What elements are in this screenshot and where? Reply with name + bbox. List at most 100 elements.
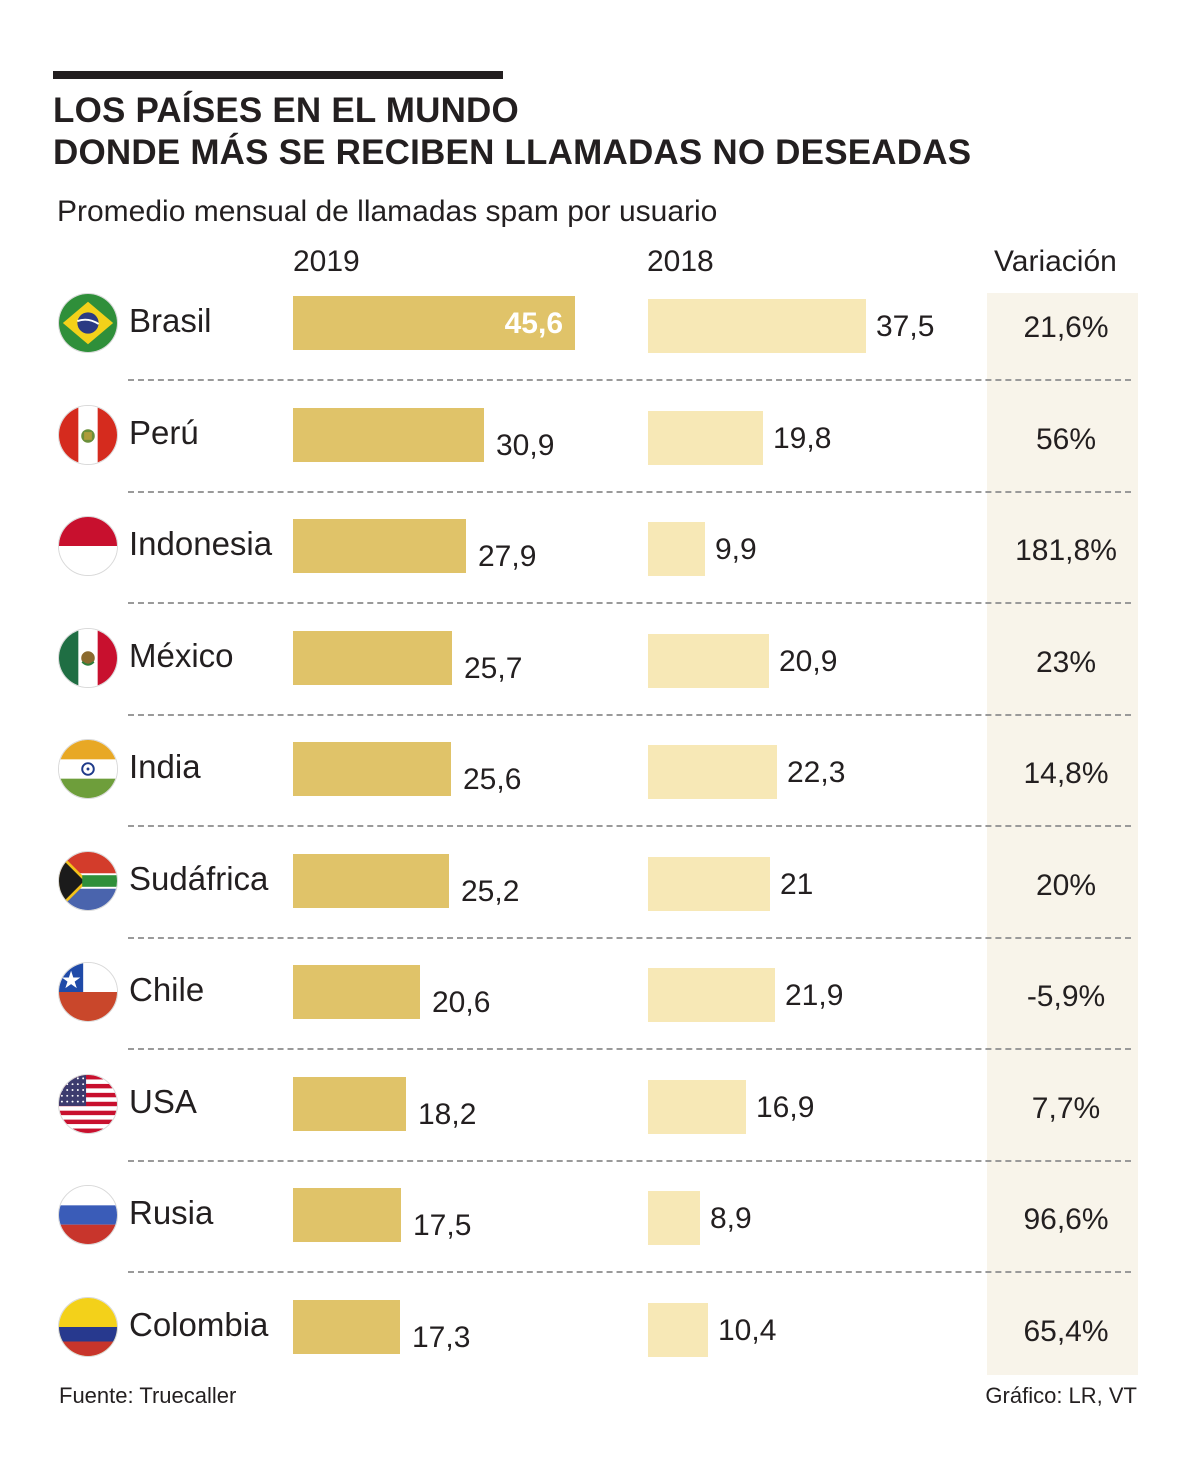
value-label-2018: 20,9 (779, 645, 838, 678)
usa-flag-icon (58, 1074, 118, 1134)
country-row: Sudáfrica 25,2 21 20% (0, 851, 1200, 962)
russia-flag-icon (58, 1185, 118, 1245)
value-label-2018: 10,4 (718, 1314, 777, 1347)
chart-subtitle: Promedio mensual de llamadas spam por us… (57, 195, 718, 228)
variation-value: -5,9% (1026, 980, 1106, 1013)
country-name: Perú (129, 414, 199, 451)
value-label-2019: 25,2 (461, 875, 520, 908)
country-row: Perú 30,9 19,8 56% (0, 405, 1200, 516)
bar-2019 (293, 1188, 401, 1242)
bar-2019 (293, 965, 420, 1019)
variation-value: 20% (1035, 869, 1097, 902)
bar-2018 (648, 522, 705, 576)
variation-value: 21,6% (1023, 311, 1109, 344)
bar-2018 (648, 634, 769, 688)
title-rule (53, 71, 503, 79)
value-label-2018: 16,9 (756, 1091, 815, 1124)
title-line-2: DONDE MÁS SE RECIBEN LLAMADAS NO DESEADA… (53, 133, 972, 172)
bar-2018 (648, 745, 777, 799)
country-row: Colombia 17,3 10,4 65,4% (0, 1297, 1200, 1408)
row-separator (128, 1271, 1131, 1273)
variation-value: 7,7% (1031, 1092, 1101, 1125)
country-name: Indonesia (129, 525, 273, 562)
mexico-flag-icon (58, 628, 118, 688)
variation-value: 181,8% (1015, 534, 1117, 567)
value-label-2019: 17,3 (412, 1321, 471, 1354)
value-label-2019: 18,2 (418, 1098, 477, 1131)
country-row: USA 18,2 16,9 7,7% (0, 1074, 1200, 1185)
value-label-2019: 30,9 (496, 429, 555, 462)
bar-2019 (293, 408, 484, 462)
value-label-2019: 27,9 (478, 540, 537, 573)
variation-value: 14,8% (1023, 757, 1109, 790)
row-separator (128, 825, 1131, 827)
chart-title: LOS PAÍSES EN EL MUNDO DONDE MÁS SE RECI… (53, 90, 971, 174)
column-header-2019: 2019 (293, 245, 360, 278)
row-separator (128, 937, 1131, 939)
value-label-2019: 45,6 (504, 307, 563, 340)
value-label-2018: 22,3 (787, 756, 846, 789)
row-separator (128, 1160, 1131, 1162)
colombia-flag-icon (58, 1297, 118, 1357)
column-header-2018: 2018 (647, 245, 714, 278)
bar-2019 (293, 742, 451, 796)
bar-2019 (293, 1077, 406, 1131)
brazil-flag-icon (58, 293, 118, 353)
row-separator (128, 714, 1131, 716)
row-separator (128, 379, 1131, 381)
bar-2019 (293, 1300, 400, 1354)
country-row: México 25,7 20,9 23% (0, 628, 1200, 739)
bar-2019 (293, 296, 575, 350)
country-name: India (129, 748, 201, 785)
india-flag-icon (58, 739, 118, 799)
country-name: México (129, 637, 234, 674)
country-row: Brasil 45,6 37,5 21,6% (0, 293, 1200, 404)
chile-flag-icon (58, 962, 118, 1022)
value-label-2018: 19,8 (773, 422, 832, 455)
variation-value: 96,6% (1023, 1203, 1109, 1236)
value-label-2018: 21,9 (785, 979, 844, 1012)
variation-value: 65,4% (1023, 1315, 1109, 1348)
graphic-credit: Gráfico: LR, VT (985, 1383, 1137, 1408)
bar-2018 (648, 299, 866, 353)
value-label-2018: 37,5 (876, 310, 935, 343)
bar-2018 (648, 968, 775, 1022)
bar-2019 (293, 631, 452, 685)
variation-value: 56% (1035, 423, 1097, 456)
country-row: India 25,6 22,3 14,8% (0, 739, 1200, 850)
south-africa-flag-icon (58, 851, 118, 911)
bar-2018 (648, 1191, 700, 1245)
value-label-2018: 8,9 (710, 1202, 752, 1235)
value-label-2019: 17,5 (413, 1209, 472, 1242)
country-row: Rusia 17,5 8,9 96,6% (0, 1185, 1200, 1296)
bar-2018 (648, 411, 763, 465)
country-row: Indonesia 27,9 9,9 181,8% (0, 516, 1200, 627)
row-separator (128, 1048, 1131, 1050)
bar-2018 (648, 857, 770, 911)
value-label-2019: 25,7 (464, 652, 523, 685)
bar-2018 (648, 1080, 746, 1134)
country-name: Sudáfrica (129, 860, 269, 897)
bar-2019 (293, 519, 466, 573)
value-label-2019: 25,6 (463, 763, 522, 796)
title-line-1: LOS PAÍSES EN EL MUNDO (53, 91, 519, 130)
bar-2018 (648, 1303, 708, 1357)
country-name: Chile (129, 971, 205, 1008)
country-name: Brasil (129, 302, 212, 339)
source-note: Fuente: Truecaller (59, 1383, 237, 1408)
country-name: Rusia (129, 1194, 214, 1231)
column-header-variation: Variación (994, 245, 1117, 278)
peru-flag-icon (58, 405, 118, 465)
country-name: USA (129, 1083, 197, 1120)
value-label-2018: 9,9 (715, 533, 757, 566)
value-label-2019: 20,6 (432, 986, 491, 1019)
value-label-2018: 21 (780, 868, 814, 901)
country-name: Colombia (129, 1306, 269, 1343)
variation-column-background (987, 293, 1138, 1375)
country-row: Chile 20,6 21,9 -5,9% (0, 962, 1200, 1073)
row-separator (128, 491, 1131, 493)
variation-value: 23% (1035, 646, 1097, 679)
row-separator (128, 602, 1131, 604)
bar-2019 (293, 854, 449, 908)
indonesia-flag-icon (58, 516, 118, 576)
